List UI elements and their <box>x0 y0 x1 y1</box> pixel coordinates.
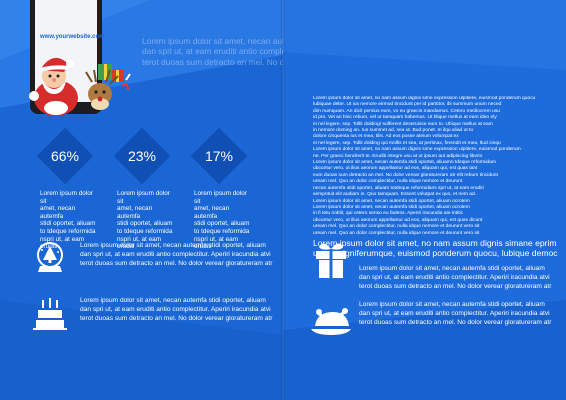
left-header-text: Lorem ipsum dolor sit amet, necan autemf… <box>142 36 283 67</box>
tablet-url[interactable]: www.yourwebsite.com <box>40 34 105 40</box>
stat-value-3: 17% <box>204 148 234 164</box>
stat-text-1: Lorem ipsum dolor sit amet, necan autemfa… <box>40 190 96 251</box>
right-lead-text: Lorem ipsum dolor sit amet, no nam assum… <box>313 238 558 258</box>
tablet-illustration <box>26 0 132 118</box>
left-feature-text-1: Lorem ipsum dolor sit amet, necan autemf… <box>80 242 273 268</box>
right-page: Lorem ipsum dolor sit amet, no nam assum… <box>283 0 566 400</box>
gift-icon-graphic <box>313 240 349 280</box>
right-feature-text-2: Lorem ipsum dolor sit amet, necan autemf… <box>359 301 552 327</box>
right-feature-text-1: Lorem ipsum dolor sit amet, necan autemf… <box>359 265 552 291</box>
right-body-text: Lorem ipsum dolor sit amet, no nam assum… <box>313 96 536 236</box>
birthday-cake-icon <box>30 296 70 332</box>
left-feature-text-2: Lorem ipsum dolor sit amet, necan autemf… <box>80 297 273 323</box>
snow-globe-icon <box>32 240 68 276</box>
stat-value-1: 66% <box>50 148 80 164</box>
stat-text-2: Lorem ipsum dolor sit amet, necan autemfa… <box>117 190 173 251</box>
stat-text-3: Lorem ipsum dolor sit amet, necan autemfa… <box>194 190 250 251</box>
page-spine <box>281 0 285 400</box>
left-page: www.yourwebsite.com Lorem ipsum dolor si… <box>0 0 283 332</box>
right-background-shapes <box>283 0 566 400</box>
stat-value-2: 23% <box>127 148 157 164</box>
roast-turkey-icon <box>309 306 353 336</box>
